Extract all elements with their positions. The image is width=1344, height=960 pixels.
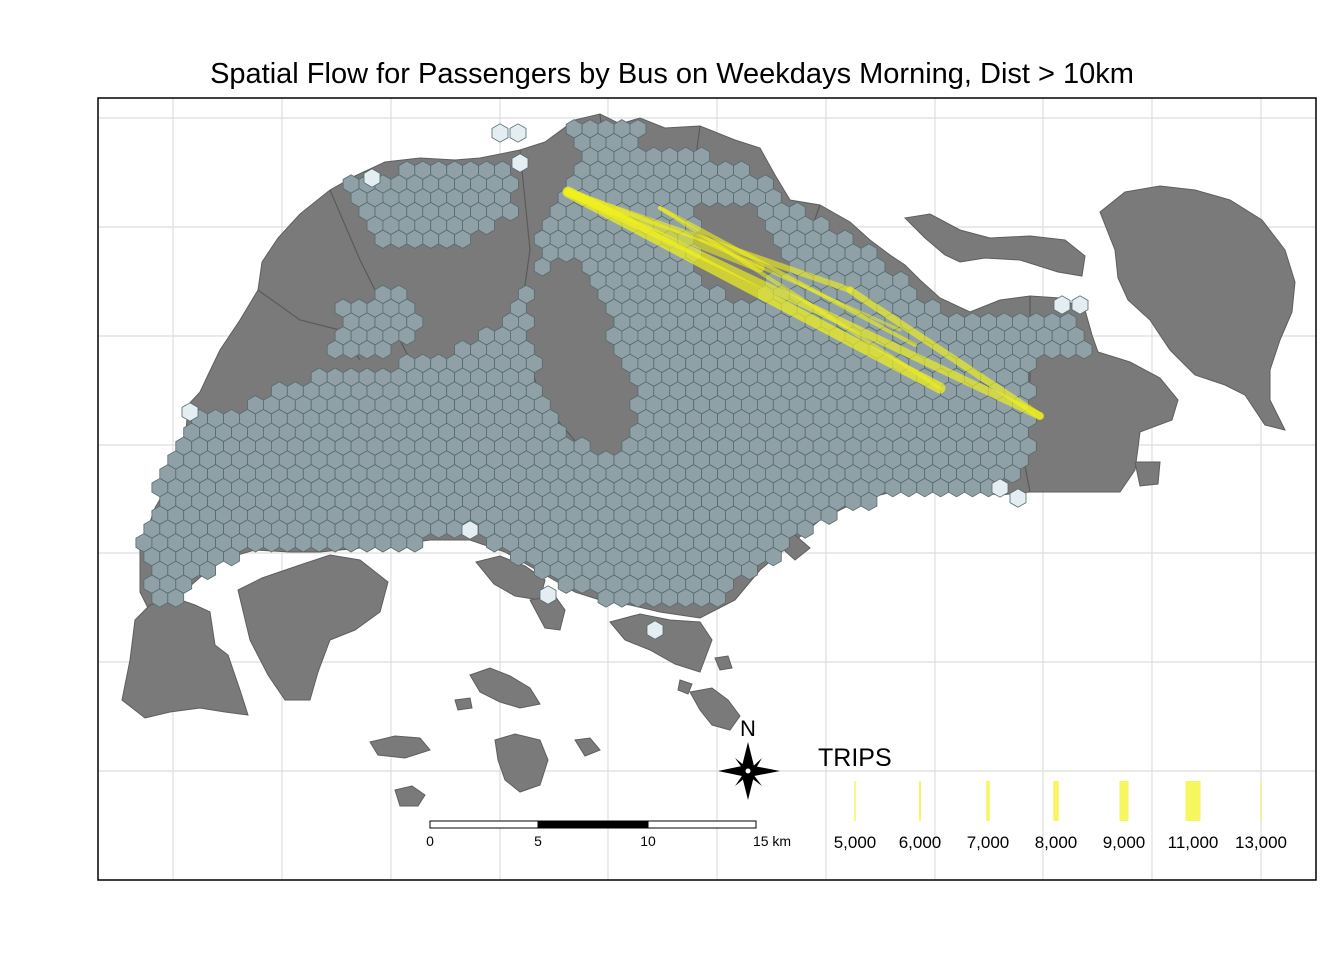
flow-line [658, 206, 942, 390]
scale-tick-15km: 15 km [753, 833, 791, 849]
flow-line [563, 187, 765, 273]
jurong-island [237, 554, 389, 701]
legend: TRIPS 5,000 6,000 7,000 8,000 9,000 11,000 13,… [818, 744, 1287, 852]
pulau-tekong [1099, 185, 1296, 431]
map-title: Spatial Flow for Passengers by Bus on We… [210, 58, 1134, 90]
scale-tick-5: 5 [534, 833, 542, 849]
legend-label: 13,000 [1235, 833, 1287, 852]
flow-line [658, 206, 917, 347]
scale-bar: 0 5 10 15 km [426, 820, 791, 849]
island-11 [1134, 461, 1161, 487]
panel-border [97, 97, 1317, 881]
flow-line [846, 286, 1044, 420]
north-arrow-icon: N [718, 716, 780, 800]
legend-key [1185, 781, 1201, 821]
legend-key [986, 781, 990, 821]
legend-title: TRIPS [818, 744, 892, 772]
legend-label: 6,000 [899, 833, 942, 852]
legend-label: 5,000 [834, 833, 877, 852]
island-7 [394, 785, 426, 807]
flow-line [698, 238, 902, 332]
legend-label: 9,000 [1103, 833, 1146, 852]
scale-tick-10: 10 [640, 833, 656, 849]
legend-key [1260, 781, 1262, 821]
legend-key [1053, 781, 1059, 821]
scale-tick-0: 0 [426, 833, 434, 849]
legend-label: 7,000 [967, 833, 1010, 852]
island-5 [574, 737, 601, 757]
island-4 [369, 735, 431, 759]
island-2 [469, 667, 541, 709]
legend-label: 8,000 [1035, 833, 1078, 852]
island-3 [494, 733, 549, 793]
pulau-ubin [903, 213, 1086, 277]
island-6 [689, 687, 741, 731]
legend-key [919, 781, 921, 821]
flow-line [564, 188, 1044, 420]
western-islands [121, 597, 249, 719]
legend-label: 11,000 [1168, 833, 1219, 852]
island-10 [454, 697, 473, 711]
legend-key [1119, 781, 1129, 821]
sentosa [609, 613, 713, 673]
north-label: N [740, 716, 756, 741]
legend-key [854, 781, 856, 821]
island-8 [677, 679, 693, 695]
island-9 [714, 655, 733, 671]
flow-lines [562, 186, 1044, 420]
